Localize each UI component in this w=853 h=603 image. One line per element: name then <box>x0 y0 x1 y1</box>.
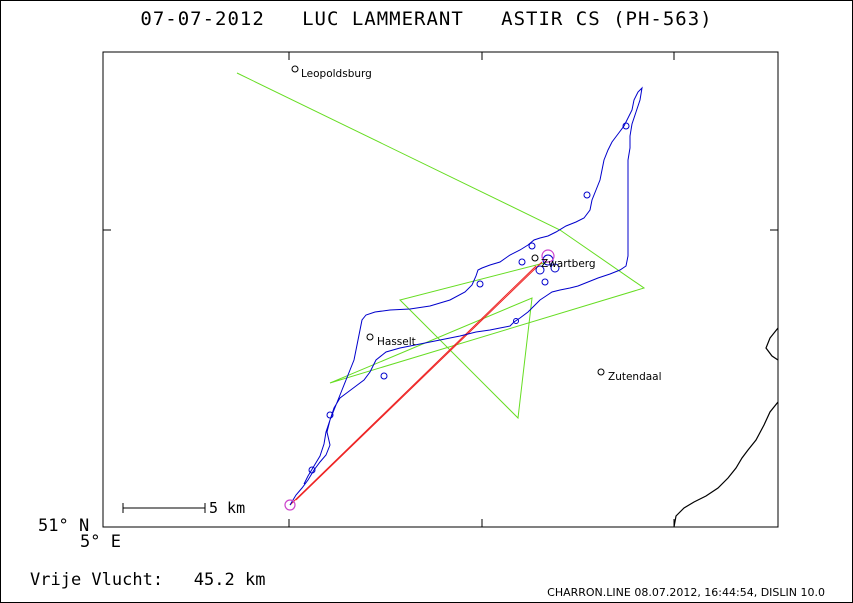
flight-date: 07-07-2012 <box>140 8 265 30</box>
task-route <box>236 72 646 420</box>
country-border-south <box>673 401 779 528</box>
town-icon <box>531 254 539 262</box>
free-flight-value: 45.2 km <box>193 570 266 590</box>
town-label: Hasselt <box>377 336 416 348</box>
glider-id: ASTIR CS (PH-563) <box>501 8 713 30</box>
town-leopoldsburg: Leopoldsburg <box>291 65 372 80</box>
town-zutendaal: Zutendaal <box>597 368 662 383</box>
town-icon <box>291 65 299 73</box>
scale-bar: 5 km <box>122 499 245 517</box>
town-hasselt: Hasselt <box>366 333 416 348</box>
latitude-label: 51° N <box>38 516 90 536</box>
free-flight-leg-2 <box>295 261 543 501</box>
thermal-circles <box>308 122 630 474</box>
start-marker <box>284 499 296 511</box>
axis-ticks <box>103 52 778 528</box>
free-flight-leg-1 <box>289 265 537 506</box>
map-frame <box>102 51 779 528</box>
free-flight-distance: Vrije Vlucht: 45.2 km <box>30 570 265 590</box>
longitude-label: 5° E <box>80 532 121 552</box>
country-border <box>765 327 779 361</box>
software-credit: CHARRON.LINE 08.07.2012, 16:44:54, DISLI… <box>547 586 825 599</box>
town-label: Leopoldsburg <box>301 68 372 80</box>
town-label: Zwartberg <box>541 258 596 270</box>
pilot-name: LUC LAMMERANT <box>302 8 464 30</box>
town-icon <box>366 333 374 341</box>
town-zwartberg: Zwartberg <box>531 254 596 270</box>
map-title: 07-07-2012 LUC LAMMERANT ASTIR CS (PH-56… <box>0 8 853 30</box>
free-flight-label: Vrije Vlucht: <box>30 570 164 590</box>
gps-track <box>289 86 643 506</box>
turnpoint-marker <box>541 249 555 263</box>
town-label: Zutendaal <box>608 371 662 383</box>
scale-label: 5 km <box>209 499 245 517</box>
town-icon <box>597 368 605 376</box>
